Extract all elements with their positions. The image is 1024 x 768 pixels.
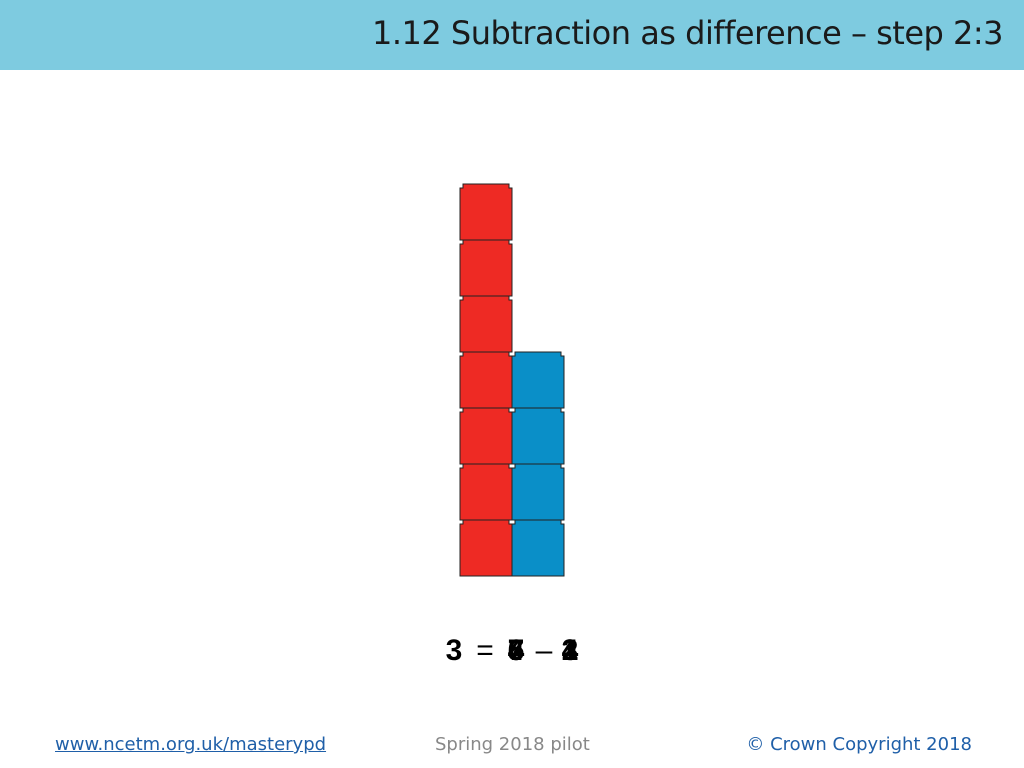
- header-band: 1.12 Subtraction as difference – step 2:…: [0, 0, 1024, 70]
- equation-minuend: 7: [508, 634, 525, 667]
- cube: [459, 295, 513, 353]
- cube: [459, 519, 513, 577]
- cube: [459, 463, 513, 521]
- cube: [511, 463, 565, 521]
- equation-minus: –: [536, 634, 553, 667]
- footer-pilot: Spring 2018 pilot: [435, 734, 590, 755]
- equation-equals: =: [476, 634, 494, 667]
- equation-subtrahend: 4: [562, 634, 579, 667]
- equation-minuend: 5: [508, 634, 525, 667]
- cube: [511, 351, 565, 409]
- cube: [511, 519, 565, 577]
- cube: [511, 407, 565, 465]
- equation-subtrahend: 3: [562, 634, 579, 667]
- cube: [459, 183, 513, 241]
- footer-link[interactable]: www.ncetm.org.uk/masterypd: [55, 734, 327, 755]
- cube: [459, 239, 513, 297]
- equation-subtrahend: 1: [562, 634, 579, 667]
- equation-minuend: 6: [508, 634, 525, 667]
- equation-minuend: 4: [508, 634, 525, 667]
- slide-title: 1.12 Subtraction as difference – step 2:…: [371, 14, 1004, 52]
- cube: [459, 351, 513, 409]
- cube: [459, 407, 513, 465]
- equation-result: 3: [446, 634, 463, 667]
- equation-subtrahend: 2: [562, 634, 579, 667]
- footer-copyright: © Crown Copyright 2018: [746, 734, 972, 755]
- cube-towers: [459, 183, 565, 577]
